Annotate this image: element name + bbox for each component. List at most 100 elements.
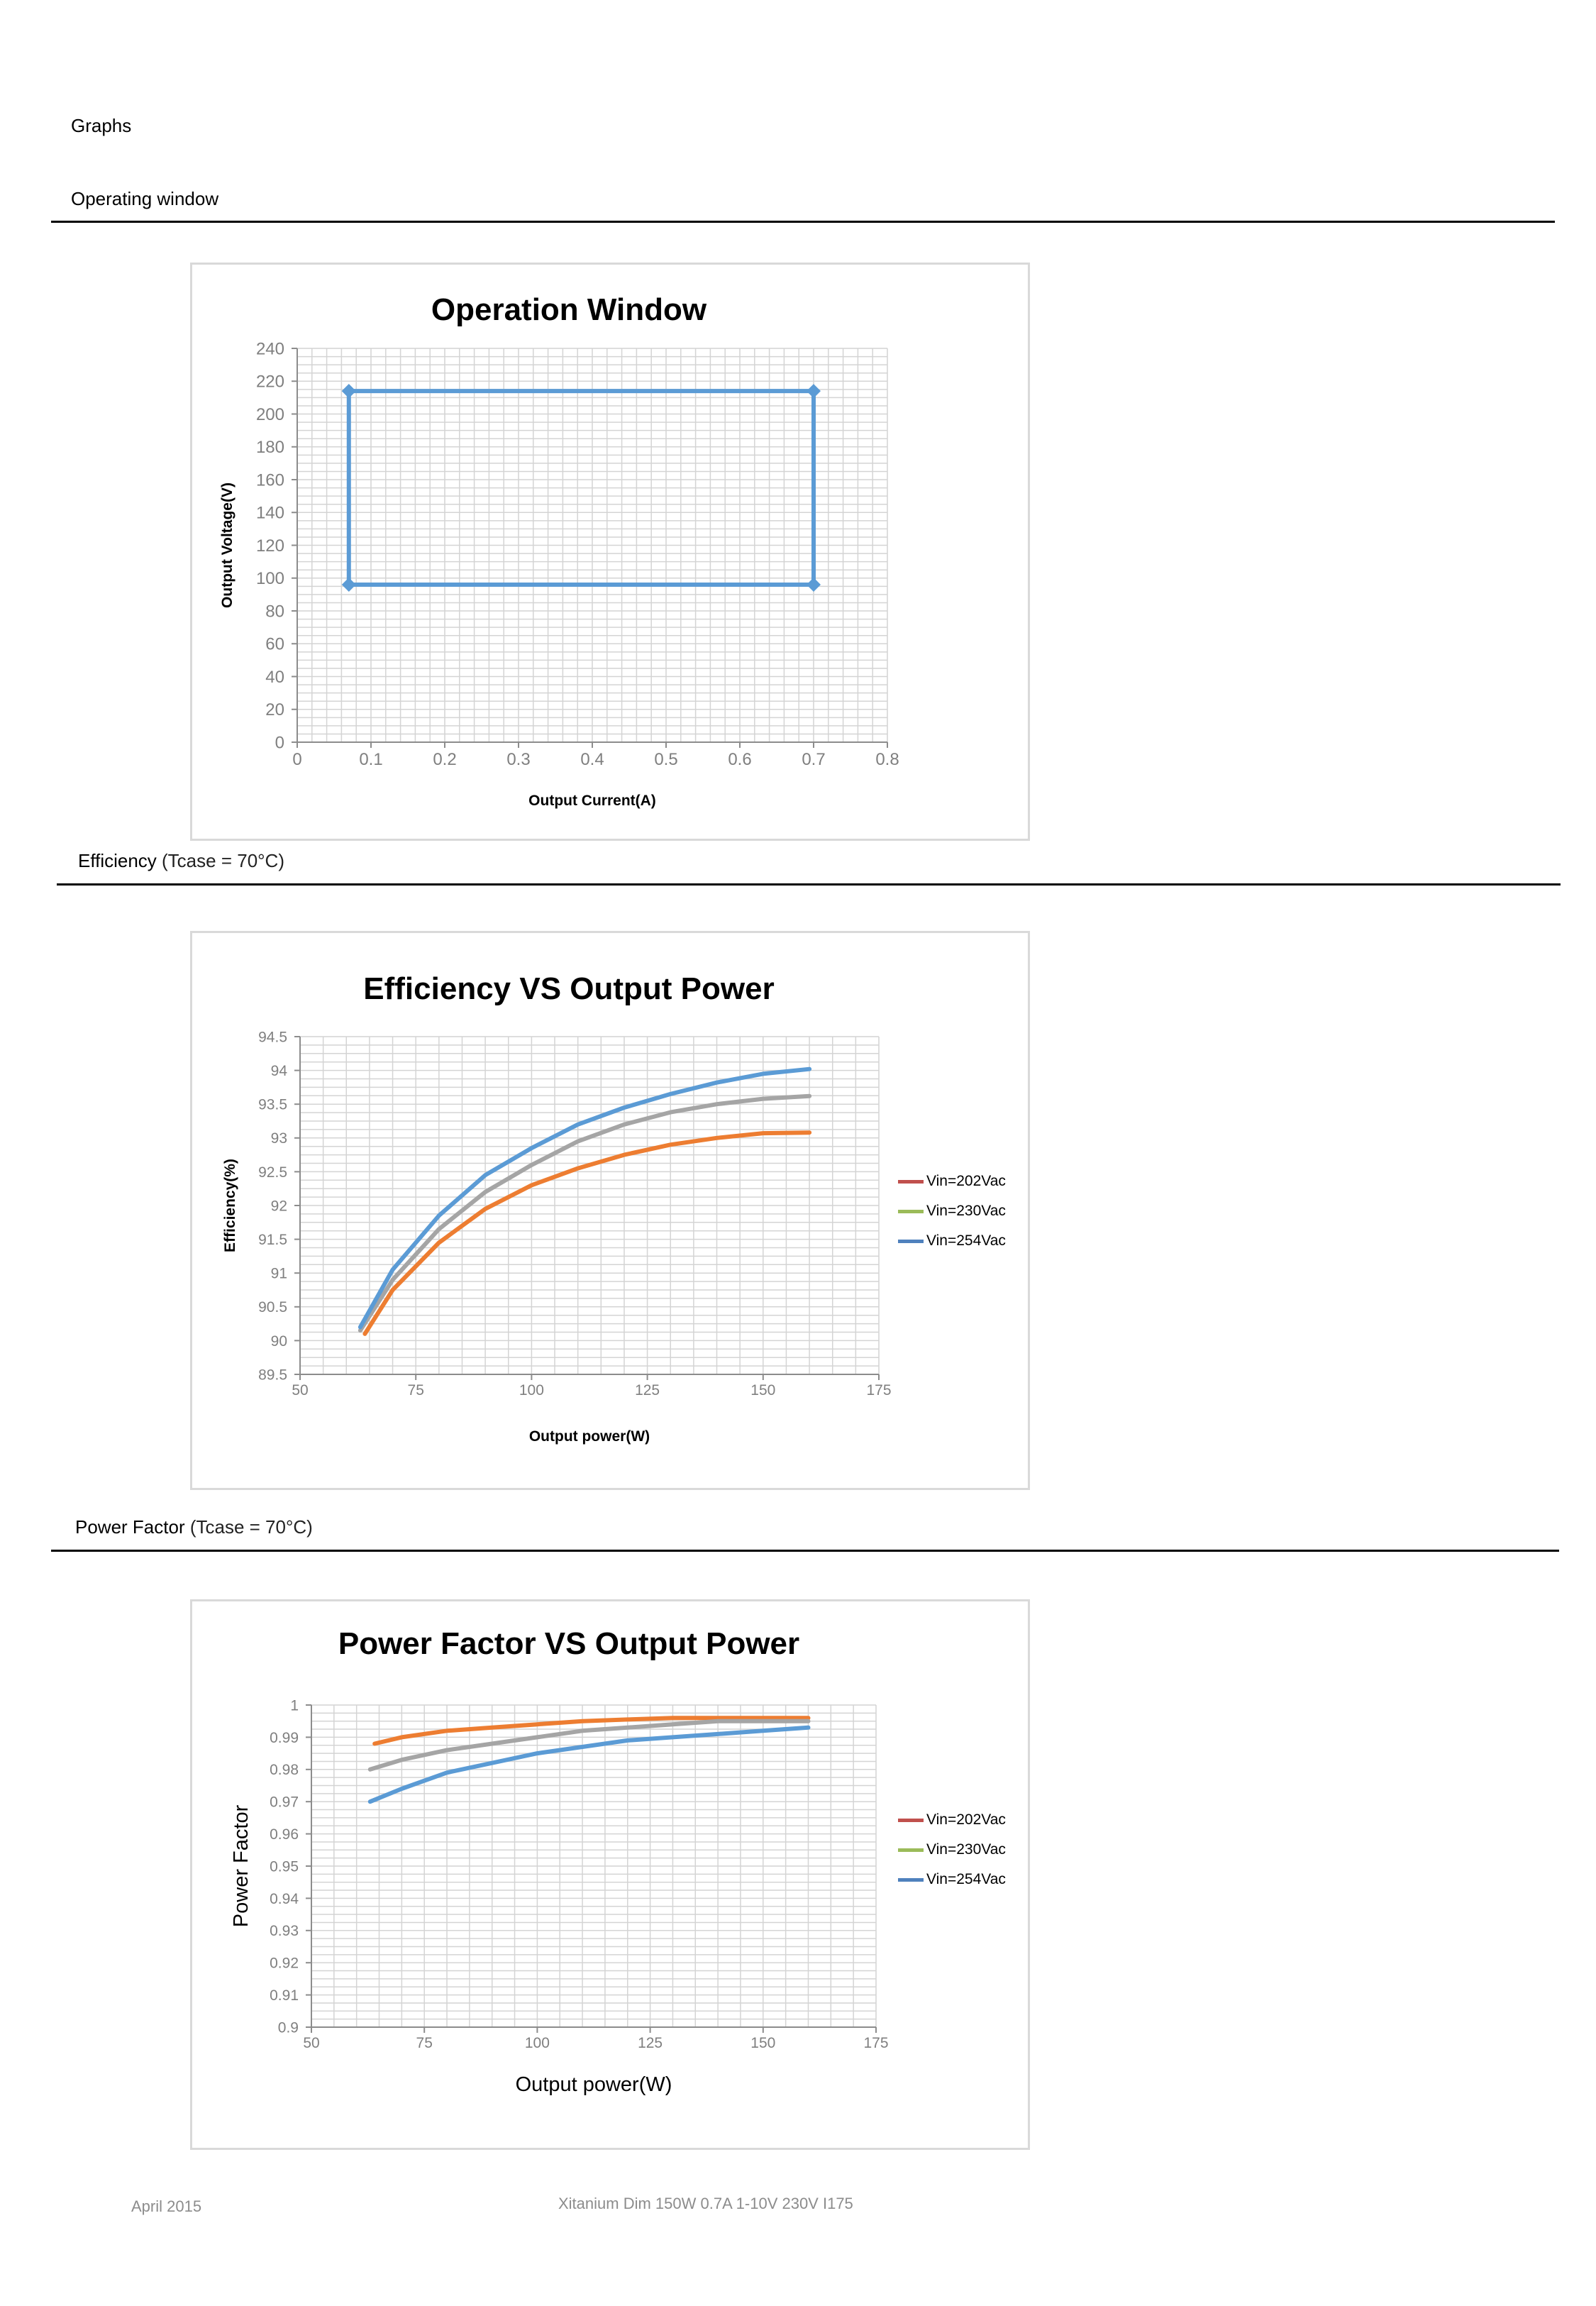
x-tick-label: 0.6 (728, 750, 751, 769)
chart-title: Power Factor VS Output Power (338, 1626, 799, 1661)
x-tick-label: 0.5 (654, 750, 677, 769)
y-tick-label: 0.95 (270, 1858, 299, 1875)
footer-date: April 2015 (131, 2197, 202, 2215)
chart-title: Efficiency VS Output Power (363, 971, 774, 1006)
x-axis-label: Output power(W) (529, 1428, 650, 1445)
y-tick-label: 100 (256, 569, 284, 588)
y-axis-label: Output Voltage(V) (219, 482, 235, 608)
y-tick-label: 0 (275, 733, 284, 752)
x-tick-label: 75 (408, 1382, 424, 1399)
y-tick-label: 0.94 (270, 1891, 299, 1907)
x-tick-label: 0.1 (359, 750, 382, 769)
series-line-vin=230vac (367, 1719, 811, 1772)
y-tick-label: 91 (271, 1266, 287, 1282)
y-tick-label: 0.99 (270, 1730, 299, 1746)
data-point-marker (807, 578, 821, 592)
y-tick-label: 20 (265, 700, 284, 719)
series-line-vin=254vac (367, 1725, 811, 1804)
y-tick-label: 0.96 (270, 1826, 299, 1843)
legend-swatch (898, 1239, 924, 1243)
chart-title: Operation Window (431, 292, 707, 327)
legend-label: Vin=202Vac (926, 1811, 1006, 1828)
y-tick-label: 140 (256, 504, 284, 523)
x-tick-label: 150 (750, 2035, 775, 2051)
legend-item: Vin=254Vac (898, 1871, 1006, 1888)
chart-power-factor: 50 75 100 125 150 175 0.9 0.91 0.92 0.93 0.94 0.95 0… (190, 1599, 1030, 2150)
y-tick-label: 90.5 (258, 1299, 287, 1315)
footer-product: Xitanium Dim 150W 0.7A 1-10V 230V I175 (558, 2195, 853, 2212)
data-point-marker (341, 384, 356, 399)
legend-label: Vin=254Vac (926, 1871, 1006, 1887)
section-title-operating-window: Operating window (71, 188, 218, 210)
x-tick-label: 0.7 (802, 750, 825, 769)
x-tick-label: 0.8 (875, 750, 899, 769)
section-note: (Tcase = 70°C) (184, 1516, 313, 1538)
section-title-power-factor: Power Factor (Tcase = 70°C) (75, 1516, 313, 1538)
legend-swatch (898, 1877, 924, 1882)
y-tick-label: 0.92 (270, 1955, 299, 1972)
series-line-vin=230vac (358, 1093, 812, 1333)
series-line-vin=202vac (372, 1716, 811, 1746)
x-tick-label: 0.4 (580, 750, 604, 769)
y-tick-label: 60 (265, 635, 284, 654)
x-tick-label: 150 (750, 1382, 775, 1399)
x-tick-label: 175 (863, 2035, 888, 2051)
y-tick-label: 220 (256, 373, 284, 392)
x-tick-label: 175 (866, 1382, 891, 1399)
y-tick-label: 200 (256, 405, 284, 424)
section-divider (51, 221, 1555, 223)
y-tick-label: 0.93 (270, 1923, 299, 1939)
section-title: Efficiency (78, 850, 157, 871)
x-tick-label: 50 (292, 1382, 308, 1399)
page-heading: Graphs (71, 115, 132, 136)
x-tick-label: 50 (303, 2035, 319, 2051)
y-axis-label: Power Factor (230, 1804, 253, 1927)
y-axis-label: Efficiency(%) (222, 1159, 238, 1252)
y-tick-label: 120 (256, 536, 284, 556)
legend-item: Vin=254Vac (898, 1232, 1006, 1249)
x-tick-label: 100 (519, 1382, 544, 1399)
chart-efficiency: 50 75 100 125 150 175 89.5 90 90.5 91 91.5 92 92.5 93… (190, 931, 1030, 1490)
data-point-marker (807, 384, 821, 399)
x-tick-label: 75 (416, 2035, 433, 2051)
y-tick-label: 240 (256, 339, 284, 358)
legend-item: Vin=230Vac (898, 1841, 1006, 1858)
chart-operation-window: 0 0.1 0.2 0.3 0.4 0.5 0.6 0.7 0.8 0 20 40 60 80 100 120… (190, 263, 1030, 841)
y-tick-label: 40 (265, 668, 284, 687)
legend-swatch (898, 1179, 924, 1184)
y-tick-label: 0.9 (278, 2019, 299, 2036)
section-note: (Tcase = 70°C) (156, 850, 284, 871)
section-title: Power Factor (75, 1516, 185, 1538)
x-axis-label: Output Current(A) (528, 793, 656, 809)
section-divider (57, 883, 1561, 886)
y-tick-label: 90 (271, 1333, 287, 1350)
y-tick-label: 180 (256, 438, 284, 457)
y-tick-label: 93 (271, 1130, 287, 1147)
legend-item: Vin=230Vac (898, 1203, 1006, 1220)
legend-label: Vin=230Vac (926, 1841, 1006, 1858)
y-tick-label: 93.5 (258, 1097, 287, 1113)
y-tick-label: 91.5 (258, 1232, 287, 1248)
y-tick-label: 80 (265, 602, 284, 621)
section-divider (51, 1550, 1559, 1552)
x-tick-label: 0 (292, 750, 301, 769)
y-tick-label: 92.5 (258, 1164, 287, 1181)
legend-label: Vin=254Vac (926, 1232, 1006, 1249)
y-tick-label: 92 (271, 1198, 287, 1214)
y-tick-label: 89.5 (258, 1367, 287, 1383)
section-title-efficiency: Efficiency (Tcase = 70°C) (78, 850, 284, 872)
x-tick-label: 0.2 (433, 750, 456, 769)
x-tick-label: 0.3 (506, 750, 530, 769)
legend-label: Vin=230Vac (926, 1203, 1006, 1219)
chart-svg: 50 75 100 125 150 175 89.5 90 90.5 91 91.5 92 92.5 93… (222, 971, 892, 1445)
x-tick-label: 125 (635, 1382, 660, 1399)
x-tick-label: 100 (525, 2035, 550, 2051)
y-tick-label: 0.97 (270, 1794, 299, 1811)
series-line-vin=254vac (358, 1066, 812, 1330)
y-tick-label: 0.98 (270, 1762, 299, 1778)
chart-svg: 50 75 100 125 150 175 0.9 0.91 0.92 0.93 0.94 0.95 0… (230, 1626, 889, 2096)
legend-swatch (898, 1818, 924, 1822)
legend-item: Vin=202Vac (898, 1811, 1006, 1828)
y-tick-label: 94.5 (258, 1029, 287, 1045)
legend-swatch (898, 1209, 924, 1213)
